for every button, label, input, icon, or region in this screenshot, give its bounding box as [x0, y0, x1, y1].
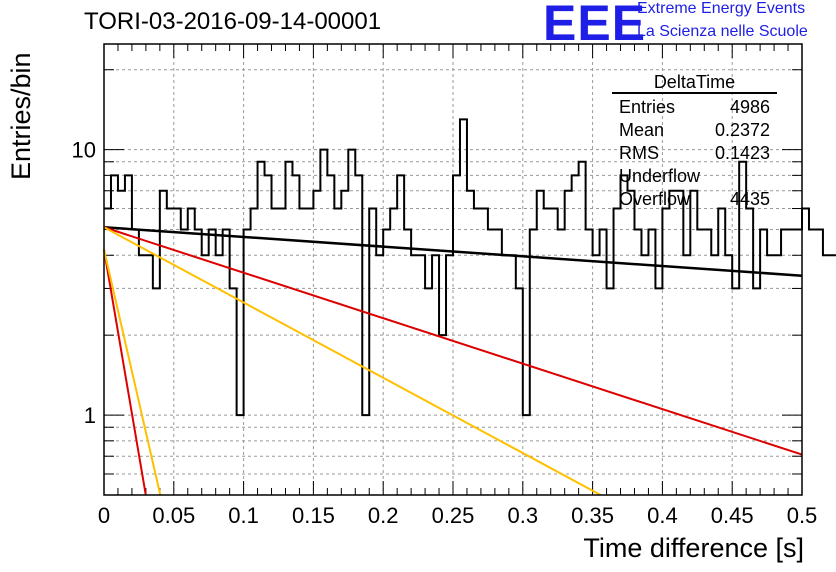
- stats-value: 4435: [729, 189, 770, 209]
- stats-value: 0.1423: [714, 143, 770, 163]
- x-axis-label: Time difference [s]: [583, 533, 804, 563]
- x-tick-label: 0.3: [508, 503, 539, 528]
- plot-frame: [103, 43, 803, 496]
- tick-labels: 0 0.05 0.1 0.15 0.2 0.25 0.3 0.35 0.4 0.45 0.5 1 10: [72, 138, 818, 528]
- fit-line-2: [103, 226, 602, 496]
- logo-line-2: La Scienza nelle Scuole: [637, 23, 808, 40]
- x-tick-label: 0.35: [571, 503, 614, 528]
- histogram-series: [104, 118, 836, 417]
- chart-title: TORI-03-2016-09-14-00001: [84, 8, 382, 35]
- stats-row-underflow: Underflow: [612, 165, 777, 188]
- x-tick-label: 0.25: [432, 503, 475, 528]
- fit-line-3: [103, 249, 147, 496]
- stats-label: Underflow: [619, 166, 701, 186]
- fit-line-0: [103, 226, 803, 277]
- stats-label: Overflow: [619, 189, 691, 209]
- y-tick-label: 10: [72, 138, 96, 163]
- histogram-line: [104, 118, 836, 417]
- stats-row-overflow: Overflow 4435: [612, 188, 777, 211]
- x-tick-label: 0.45: [711, 503, 754, 528]
- fit-line-4: [103, 249, 162, 496]
- x-tick-label: 0.1: [228, 503, 259, 528]
- stats-label: Entries: [619, 97, 676, 117]
- stats-box: DeltaTime Entries 4986 Mean 0.2372 RMS 0…: [612, 72, 777, 211]
- stats-label: Mean: [619, 120, 665, 140]
- logo-line-1: Extreme Energy Events: [637, 0, 806, 17]
- x-tick-label: 0: [98, 503, 110, 528]
- fit-lines: [103, 226, 803, 496]
- stats-row-entries: Entries 4986: [612, 96, 777, 119]
- y-axis-label: Entries/bin: [6, 52, 36, 180]
- eee-logo: EEE: [543, 0, 647, 51]
- stats-title: DeltaTime: [612, 72, 777, 94]
- fit-line-1: [103, 226, 803, 456]
- stats-row-mean: Mean 0.2372: [612, 119, 777, 142]
- x-tick-label: 0.15: [292, 503, 335, 528]
- x-tick-label: 0.05: [152, 503, 195, 528]
- x-tick-label: 0.4: [647, 503, 678, 528]
- x-tick-label: 0.5: [787, 503, 818, 528]
- x-tick-label: 0.2: [368, 503, 399, 528]
- stats-label: RMS: [619, 143, 659, 163]
- stats-row-rms: RMS 0.1423: [612, 142, 777, 165]
- stats-value: 4986: [729, 97, 770, 117]
- y-tick-label: 1: [84, 403, 96, 428]
- stats-value: 0.2372: [714, 120, 770, 140]
